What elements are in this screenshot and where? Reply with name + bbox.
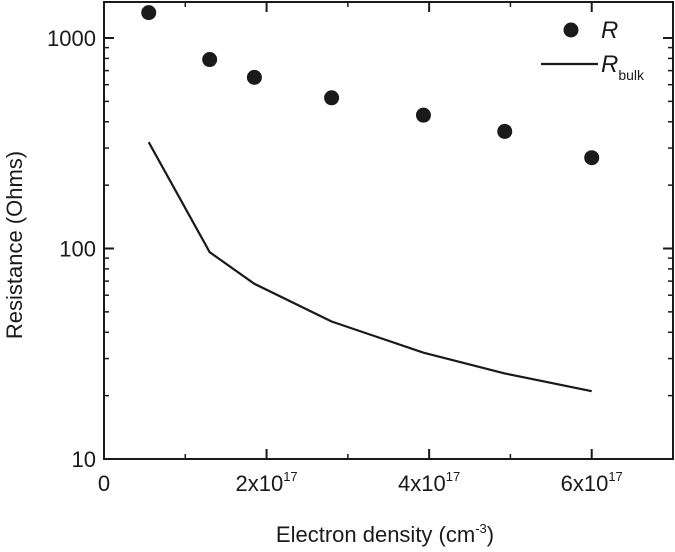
x-tick-label: 0: [98, 471, 110, 496]
data-point-r: [497, 123, 513, 139]
legend-label-rbulk: Rbulk: [601, 51, 645, 83]
data-point-r: [202, 52, 218, 68]
data-point-r: [584, 150, 600, 166]
series-line-rbulk: [147, 141, 592, 393]
y-tick-label: 100: [59, 237, 96, 262]
data-point-r: [246, 69, 262, 85]
y-tick-label: 10: [72, 447, 96, 472]
x-axis-title: Electron density (cm-3): [276, 521, 494, 547]
x-tick-label: 4x1017: [398, 469, 460, 496]
plot-series: [141, 5, 600, 393]
x-tick-label: 2x1017: [235, 469, 297, 496]
data-point-r: [141, 5, 157, 21]
legend-marker-r: [563, 22, 579, 38]
axis-ticks: 0 2x1017 4x1017 6x1017 10 100 1000: [47, 2, 673, 496]
axes: [103, 1, 674, 460]
data-point-r: [415, 107, 431, 123]
legend-label-r: R: [601, 17, 618, 44]
y-axis-title: Resistance (Ohms): [2, 151, 27, 339]
y-tick-label: 1000: [47, 26, 96, 51]
data-point-r: [324, 90, 340, 106]
legend: R Rbulk: [541, 17, 645, 83]
plot-frame: [103, 1, 674, 460]
x-tick-label: 6x1017: [561, 469, 623, 496]
